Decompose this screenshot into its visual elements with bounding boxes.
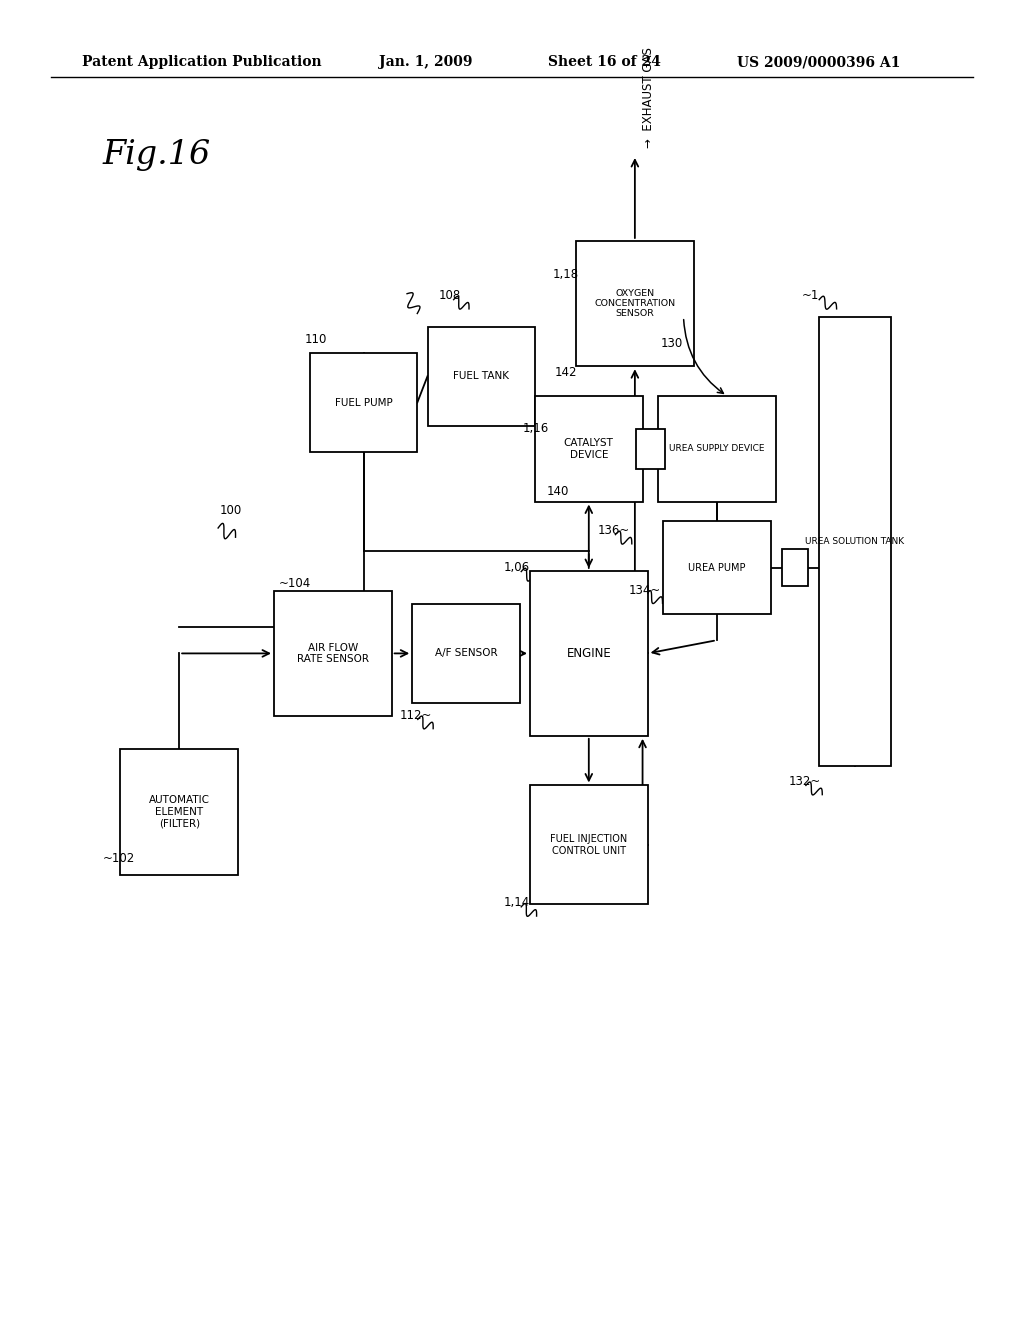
- Bar: [121, 750, 238, 874]
- Text: 142: 142: [555, 366, 578, 379]
- Text: 132~: 132~: [788, 775, 820, 788]
- Bar: [636, 429, 665, 469]
- Bar: [274, 591, 391, 715]
- Bar: [535, 396, 643, 502]
- Bar: [530, 570, 647, 737]
- Text: 134~: 134~: [629, 583, 660, 597]
- Bar: [575, 242, 694, 366]
- Text: FUEL INJECTION
CONTROL UNIT: FUEL INJECTION CONTROL UNIT: [550, 834, 628, 855]
- Bar: [412, 605, 520, 702]
- Text: OXYGEN
CONCENTRATION
SENSOR: OXYGEN CONCENTRATION SENSOR: [594, 289, 676, 318]
- Text: FUEL TANK: FUEL TANK: [454, 371, 509, 381]
- Text: Fig.16: Fig.16: [102, 139, 211, 170]
- Bar: [664, 521, 770, 614]
- Text: ~1: ~1: [802, 289, 819, 302]
- Text: AUTOMATIC
ELEMENT
(FILTER): AUTOMATIC ELEMENT (FILTER): [148, 795, 210, 829]
- Bar: [309, 354, 418, 451]
- Text: 1,06: 1,06: [504, 561, 530, 574]
- Text: FUEL PUMP: FUEL PUMP: [335, 397, 392, 408]
- Text: A/F SENSOR: A/F SENSOR: [434, 648, 498, 659]
- Text: Jan. 1, 2009: Jan. 1, 2009: [379, 55, 472, 69]
- Text: 140: 140: [547, 484, 569, 498]
- Bar: [657, 396, 776, 502]
- Text: 108: 108: [438, 289, 461, 302]
- Text: Patent Application Publication: Patent Application Publication: [82, 55, 322, 69]
- Text: UREA PUMP: UREA PUMP: [688, 562, 745, 573]
- Text: 1,16: 1,16: [522, 422, 549, 436]
- Text: UREA SOLUTION TANK: UREA SOLUTION TANK: [806, 537, 904, 545]
- Bar: [782, 549, 808, 586]
- Text: AIR FLOW
RATE SENSOR: AIR FLOW RATE SENSOR: [297, 643, 369, 664]
- Text: 100: 100: [220, 504, 243, 517]
- Text: ENGINE: ENGINE: [566, 647, 611, 660]
- Text: 112~: 112~: [399, 709, 432, 722]
- Bar: [428, 327, 535, 425]
- Text: ~102: ~102: [102, 851, 134, 865]
- Text: US 2009/0000396 A1: US 2009/0000396 A1: [737, 55, 901, 69]
- Bar: [819, 317, 891, 766]
- Text: Sheet 16 of 24: Sheet 16 of 24: [548, 55, 660, 69]
- Bar: [530, 785, 647, 904]
- Text: ~104: ~104: [279, 577, 310, 590]
- Text: 1,18: 1,18: [553, 268, 580, 281]
- Text: 136~: 136~: [598, 524, 630, 537]
- Text: UREA SUPPLY DEVICE: UREA SUPPLY DEVICE: [669, 445, 765, 453]
- Text: 130: 130: [660, 337, 683, 350]
- Text: CATALYST
DEVICE: CATALYST DEVICE: [564, 438, 613, 459]
- Text: 1,14: 1,14: [504, 896, 530, 909]
- Text: 110: 110: [305, 333, 328, 346]
- Text: →  EXHAUST GAS: → EXHAUST GAS: [642, 48, 655, 149]
